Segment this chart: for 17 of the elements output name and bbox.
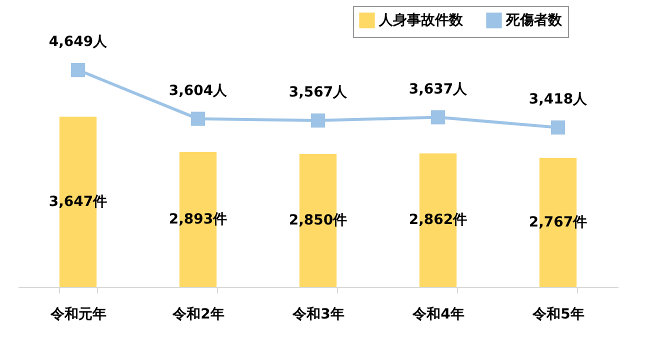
- legend-label: 死傷者数: [505, 12, 563, 28]
- data-label: 3,637人: [408, 81, 468, 98]
- data-label: 3,567人: [288, 84, 348, 101]
- point: [430, 110, 446, 124]
- x-tick-label: 令和5年: [532, 306, 584, 322]
- point: [310, 113, 326, 128]
- data-label: 3,604人: [168, 82, 228, 99]
- x-tick-label: 令和3年: [292, 306, 344, 322]
- point: [190, 112, 206, 126]
- point: [70, 62, 86, 78]
- data-label: 4,649人: [48, 34, 108, 50]
- point: [550, 120, 566, 135]
- x-tick-label: 令和元年: [50, 306, 106, 322]
- data-label: 3,418人: [528, 91, 588, 108]
- legend-label: 人身事故件数: [378, 12, 464, 28]
- x-tick-label: 令和4年: [412, 306, 464, 322]
- x-tick-label: 令和2年: [172, 306, 224, 322]
